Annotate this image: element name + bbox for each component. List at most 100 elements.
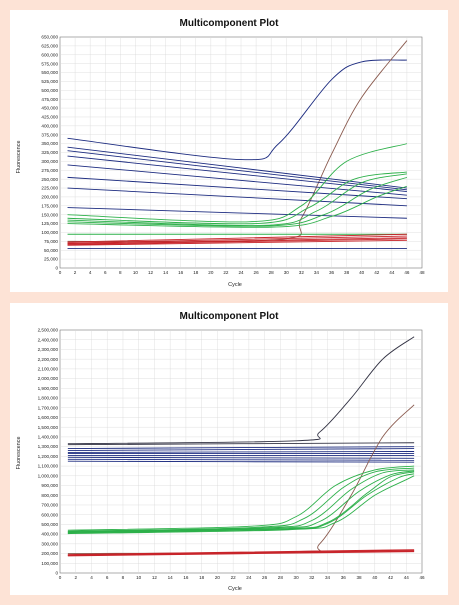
y-tick-label: 600,000 [41, 52, 58, 57]
y-tick-label: 600,000 [41, 512, 58, 517]
x-tick-label: 32 [309, 575, 315, 580]
x-tick-label: 10 [136, 575, 142, 580]
x-tick-label: 38 [344, 270, 350, 275]
x-tick-label: 18 [199, 575, 205, 580]
x-tick-label: 42 [374, 270, 380, 275]
x-tick-label: 14 [168, 575, 174, 580]
x-tick-label: 44 [389, 270, 395, 275]
chart-panel-top: Multicomponent Plot Fluorescence Cycle 0… [10, 10, 448, 292]
series-line [67, 465, 415, 531]
y-tick-label: 2,300,000 [38, 347, 59, 352]
chart-title: Multicomponent Plot [180, 18, 280, 29]
y-tick-label: 0 [55, 571, 58, 576]
multicomponent-plot-top: Multicomponent Plot Fluorescence Cycle 0… [16, 18, 425, 288]
x-tick-label: 16 [183, 575, 189, 580]
y-tick-label: 2,100,000 [38, 366, 59, 371]
x-tick-label: 0 [59, 270, 62, 275]
series-line [67, 550, 415, 556]
x-axis-label: Cycle [228, 282, 242, 288]
y-tick-label: 0 [55, 266, 58, 271]
series-group [67, 336, 415, 557]
y-axis-label: Fluorescence [16, 140, 22, 173]
y-tick-label: 550,000 [41, 70, 58, 75]
chart-title: Multicomponent Plot [180, 311, 280, 322]
x-tick-label: 18 [193, 270, 199, 275]
x-tick-label: 28 [269, 270, 275, 275]
series-line [67, 59, 407, 161]
y-tick-label: 50,000 [44, 248, 58, 253]
gridlines [60, 37, 422, 268]
y-tick-label: 300,000 [41, 159, 58, 164]
x-tick-label: 36 [341, 575, 347, 580]
y-tick-label: 100,000 [41, 230, 58, 235]
y-tick-label: 1,100,000 [38, 464, 59, 469]
y-tick-label: 1,300,000 [38, 444, 59, 449]
x-tick-label: 4 [90, 575, 93, 580]
x-tick-label: 2 [74, 575, 77, 580]
series-group [67, 40, 408, 249]
y-tick-label: 900,000 [41, 483, 58, 488]
x-tick-label: 36 [329, 270, 335, 275]
x-tick-label: 40 [372, 575, 378, 580]
y-tick-label: 325,000 [41, 150, 58, 155]
y-tick-label: 2,200,000 [38, 357, 59, 362]
series-line [67, 150, 407, 191]
series-line [67, 456, 415, 459]
x-tick-label: 24 [238, 270, 244, 275]
chart-panel-bottom: Multicomponent Plot Fluorescence Cycle 0… [10, 303, 448, 595]
y-tick-label: 625,000 [41, 43, 58, 48]
series-line [67, 458, 415, 461]
series-line [67, 233, 407, 243]
series-line [67, 239, 407, 246]
x-tick-label: 0 [59, 575, 62, 580]
y-tick-label: 250,000 [41, 177, 58, 182]
y-tick-label: 525,000 [41, 79, 58, 84]
x-tick-label: 38 [356, 575, 362, 580]
series-line [67, 448, 415, 451]
series-line [67, 187, 407, 207]
x-tick-label: 34 [314, 270, 320, 275]
y-tick-label: 1,200,000 [38, 454, 59, 459]
series-line [67, 207, 407, 219]
y-tick-label: 500,000 [41, 88, 58, 93]
x-tick-label: 6 [106, 575, 109, 580]
series-line [67, 171, 407, 225]
series-line [67, 475, 415, 535]
series-line [67, 473, 415, 534]
y-tick-label: 175,000 [41, 203, 58, 208]
y-tick-label: 1,800,000 [38, 396, 59, 401]
series-line [67, 442, 415, 446]
x-tick-label: 46 [419, 575, 425, 580]
y-tick-label: 1,500,000 [38, 425, 59, 430]
x-tick-label: 44 [404, 575, 410, 580]
x-tick-label: 24 [246, 575, 252, 580]
y-tick-label: 25,000 [44, 257, 58, 262]
x-tick-label: 22 [231, 575, 237, 580]
series-line [67, 549, 415, 555]
y-tick-label: 700,000 [41, 503, 58, 508]
y-tick-label: 475,000 [41, 97, 58, 102]
y-tick-label: 1,400,000 [38, 435, 59, 440]
y-tick-label: 1,600,000 [38, 415, 59, 420]
x-tick-label: 48 [419, 270, 425, 275]
series-line [67, 185, 408, 228]
y-tick-label: 400,000 [41, 532, 58, 537]
y-tick-label: 200,000 [41, 551, 58, 556]
x-tick-label: 34 [325, 575, 331, 580]
x-tick-label: 2 [74, 270, 77, 275]
x-tick-label: 10 [133, 270, 139, 275]
x-tick-label: 6 [104, 270, 107, 275]
y-tick-label: 75,000 [44, 239, 58, 244]
y-tick-label: 400,000 [41, 123, 58, 128]
y-tick-label: 1,900,000 [38, 386, 59, 391]
y-tick-label: 450,000 [41, 106, 58, 111]
series-line [67, 460, 415, 463]
x-tick-label: 20 [215, 575, 221, 580]
series-line [67, 237, 407, 245]
y-tick-label: 1,700,000 [38, 405, 59, 410]
y-tick-label: 275,000 [41, 168, 58, 173]
y-tick-label: 575,000 [41, 61, 58, 66]
series-line [67, 451, 415, 453]
x-tick-label: 26 [254, 270, 260, 275]
multicomponent-plot-bottom: Multicomponent Plot Fluorescence Cycle 0… [16, 311, 425, 592]
